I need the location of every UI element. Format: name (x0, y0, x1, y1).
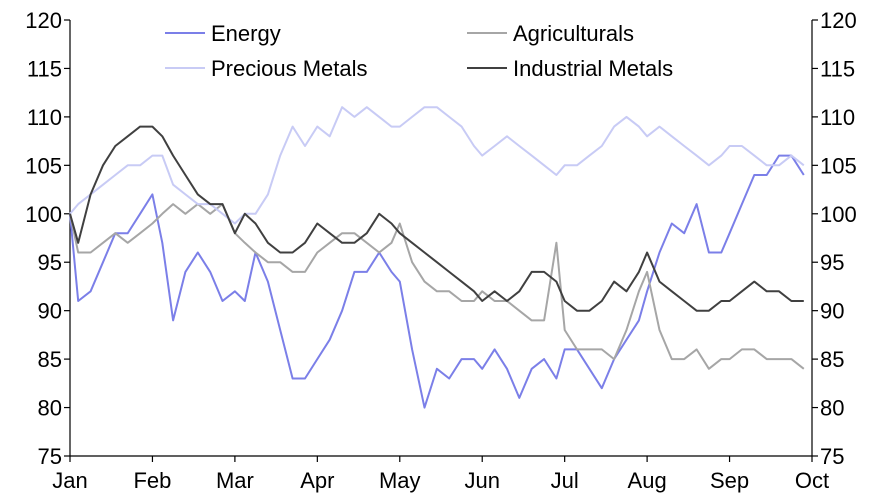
legend-label-industrial-metals: Industrial Metals (513, 56, 673, 81)
left-y-tick-label: 115 (27, 56, 62, 81)
series-line-precious-metals (69, 106, 805, 225)
x-tick-label-jan: Jan (52, 468, 87, 493)
right-y-tick-label: 95 (820, 250, 844, 275)
right-y-ticks: 75 80 85 90 95 100 105 110 115 120 (812, 8, 857, 469)
right-y-tick-label: 85 (820, 347, 844, 372)
series-line-industrial-metals (69, 125, 804, 312)
right-y-tick-label: 110 (820, 105, 855, 130)
x-tick-label-jun: Jun (464, 468, 499, 493)
plot-area: 75 80 85 90 95 100 105 110 115 120 75 80 85 90 95 100 1… (25, 8, 856, 493)
legend-label-agriculturals: Agriculturals (513, 21, 634, 46)
left-y-tick-label: 105 (25, 153, 62, 178)
x-tick-label-mar: Mar (216, 468, 254, 493)
left-y-tick-label: 85 (38, 347, 62, 372)
left-y-tick-label: 110 (27, 105, 62, 130)
series-line-energy (69, 154, 805, 409)
right-y-tick-label: 120 (820, 8, 857, 33)
series-line-agriculturals (69, 203, 805, 370)
right-y-tick-label: 90 (820, 299, 844, 324)
left-y-tick-label: 100 (25, 202, 62, 227)
right-y-tick-label: 80 (820, 396, 844, 421)
legend-label-precious-metals: Precious Metals (211, 56, 368, 81)
legend: Energy Agriculturals Precious Metals Indust… (165, 21, 673, 81)
right-y-tick-label: 105 (820, 153, 857, 178)
x-tick-label-feb: Feb (133, 468, 171, 493)
x-ticks: Jan Feb Mar Apr May Jun Jul Aug Sep Oct (52, 456, 829, 493)
x-tick-label-jul: Jul (551, 468, 579, 493)
x-tick-label-apr: Apr (300, 468, 334, 493)
x-tick-label-sep: Sep (710, 468, 749, 493)
right-y-tick-label: 115 (820, 56, 855, 81)
x-tick-label-may: May (379, 468, 421, 493)
x-tick-label-aug: Aug (628, 468, 667, 493)
right-y-tick-label: 75 (820, 444, 844, 469)
left-y-tick-label: 90 (38, 299, 62, 324)
left-y-tick-label: 95 (38, 250, 62, 275)
left-y-tick-label: 120 (25, 8, 62, 33)
left-y-ticks: 75 80 85 90 95 100 105 110 115 120 (25, 8, 70, 469)
left-y-tick-label: 80 (38, 396, 62, 421)
series-lines (69, 106, 805, 409)
left-y-tick-label: 75 (38, 444, 62, 469)
legend-label-energy: Energy (211, 21, 281, 46)
right-y-tick-label: 100 (820, 202, 857, 227)
x-tick-label-oct: Oct (795, 468, 829, 493)
